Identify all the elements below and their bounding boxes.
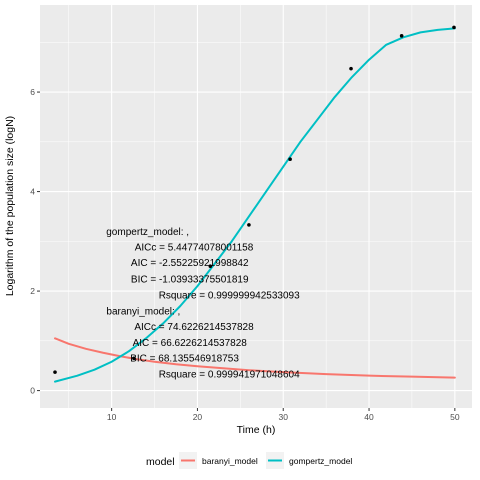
annotation-label: AIC = 66.6226214537828 xyxy=(133,338,248,349)
baranyi_model-line xyxy=(54,337,456,379)
annotation-label: gompertz_model: , xyxy=(106,227,189,238)
data-point xyxy=(247,223,251,227)
y-tick-label: 6 xyxy=(30,87,35,97)
annotation-label: baranyi_model: , xyxy=(106,306,180,317)
annotation-label: AIC = -2.55225921998842 xyxy=(131,258,249,269)
annotation-label: BIC = 68.135546918753 xyxy=(130,354,239,365)
y-axis-title: Logarithm of the population size (logN) xyxy=(4,116,16,296)
data-point xyxy=(399,34,404,38)
data-point xyxy=(349,66,353,71)
y-tick-label: 2 xyxy=(30,286,35,296)
data-point xyxy=(208,264,213,269)
annotation-label: AICc = 5.44774078001158 xyxy=(135,242,254,253)
legend-label: gompertz_model xyxy=(289,456,352,466)
y-axis: 0 2 4 6 xyxy=(30,87,40,396)
series-lines xyxy=(54,27,456,383)
annotation-label: Rsquare = 0.999941971048604 xyxy=(159,370,300,381)
y-tick-label: 0 xyxy=(30,386,35,396)
data-point xyxy=(452,25,456,30)
y-tick-label: 4 xyxy=(30,187,35,197)
data-points xyxy=(53,25,456,374)
x-tick-label: 40 xyxy=(364,412,374,422)
x-axis-title: Time (h) xyxy=(237,424,276,436)
legend: model baranyi_model gompertz_model xyxy=(146,452,352,469)
data-point xyxy=(288,157,292,162)
x-tick-label: 30 xyxy=(279,412,289,422)
x-tick-label: 20 xyxy=(193,412,203,422)
annotation-label: Rsquare = 0.999999942533093 xyxy=(159,291,300,302)
annotations: gompertz_model: , AICc = 5.44774078001158… xyxy=(106,227,300,381)
legend-title: model xyxy=(146,456,175,468)
grid-major xyxy=(40,5,472,408)
legend-label: baranyi_model xyxy=(202,456,258,466)
x-tick-label: 50 xyxy=(450,412,460,422)
gompertz_model-line xyxy=(54,27,456,383)
x-axis: 10 20 30 40 50 xyxy=(107,408,460,422)
annotation-label: AICc = 74.6226214537828 xyxy=(134,322,254,333)
data-point xyxy=(132,356,136,361)
annotation-label: BIC = -1.03933375501819 xyxy=(131,275,249,286)
x-tick-label: 10 xyxy=(107,412,117,422)
data-point xyxy=(53,370,57,374)
